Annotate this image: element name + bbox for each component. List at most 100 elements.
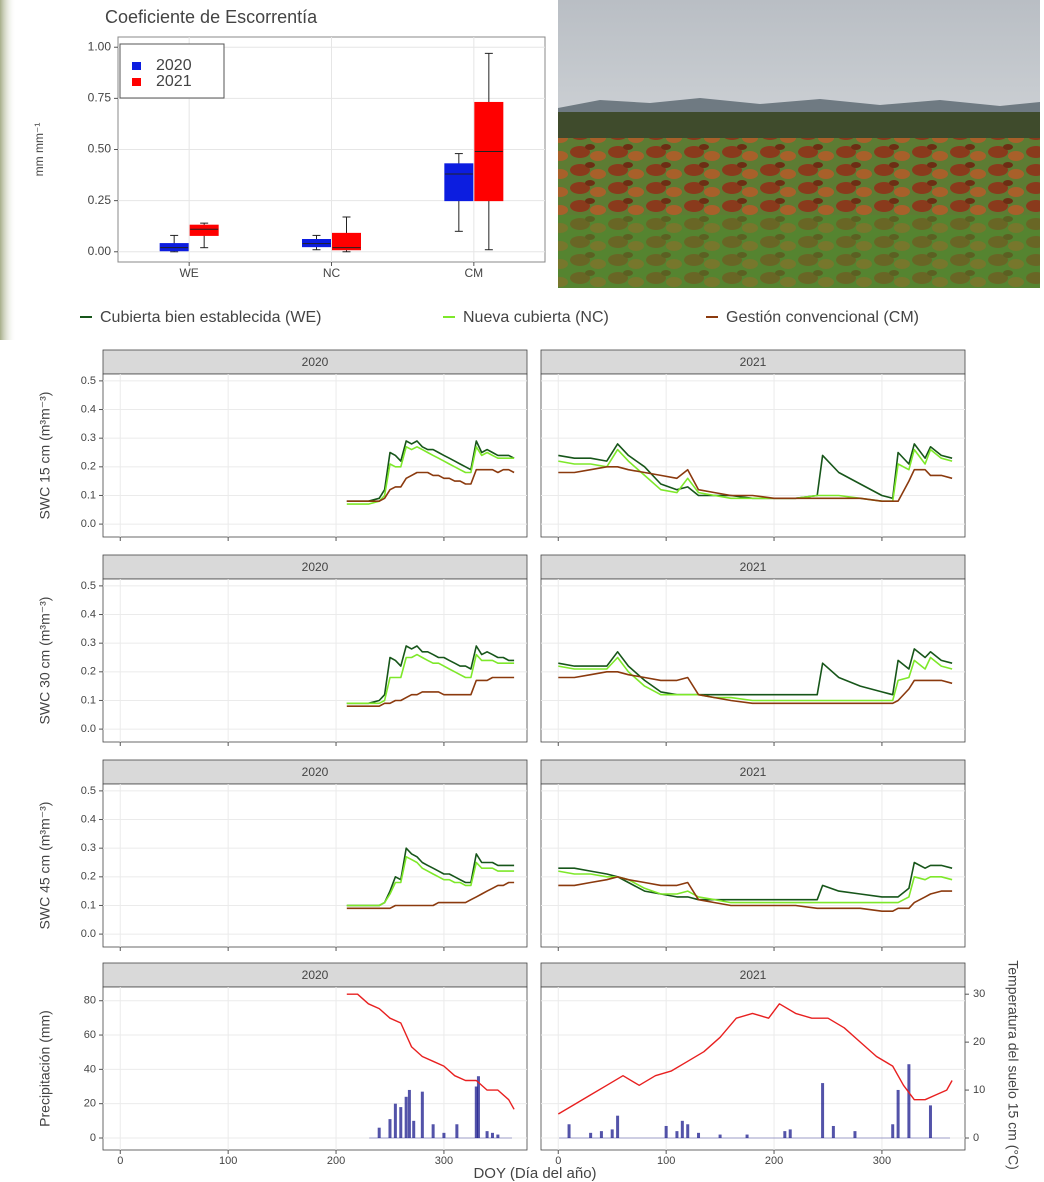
facet-strip	[102, 962, 528, 988]
precip-bar	[431, 1124, 435, 1138]
data-line	[558, 466, 953, 502]
legend-key	[132, 62, 141, 70]
precip-bar	[496, 1134, 500, 1138]
facet-strip	[540, 962, 966, 988]
x-tick-label: NC	[323, 266, 341, 280]
x-tick-label: CM	[464, 266, 483, 280]
facet-strip	[102, 554, 528, 580]
precip-bar	[686, 1124, 690, 1138]
y-tick-label: 60	[84, 1029, 96, 1041]
x-axis-label: DOY (Día del año)	[473, 1165, 596, 1182]
data-line	[346, 446, 515, 505]
precip-bar	[680, 1120, 684, 1138]
plot-panel	[102, 373, 528, 538]
temperature-line	[557, 1003, 953, 1115]
y2-axis-label: Temperatura del suelo 15 cm (°C)	[1005, 960, 1021, 1169]
facet-strip	[102, 759, 528, 785]
precip-bar	[388, 1119, 392, 1138]
legend-label: Gestión convencional (CM)	[726, 309, 919, 326]
y-tick-label: 0.75	[88, 91, 112, 105]
x-tick-label: 200	[327, 1155, 345, 1167]
precip-bar	[399, 1107, 403, 1138]
precip-bar	[907, 1064, 911, 1138]
precip-bar	[476, 1076, 480, 1138]
data-line	[346, 653, 515, 705]
y-axis-label: SWC 30 cm (m³m⁻³)	[37, 597, 53, 725]
y-tick-label: 0.0	[81, 723, 96, 735]
y-tick-label: 0.5	[81, 580, 96, 592]
x-tick-label: 100	[657, 1155, 675, 1167]
y-tick-label: 0.50	[88, 142, 112, 156]
y2-tick-label: 10	[973, 1084, 985, 1096]
data-line	[346, 676, 515, 707]
box	[159, 243, 189, 252]
legend-box	[119, 43, 225, 99]
data-line	[346, 645, 515, 705]
y-tick-label: 0.00	[88, 244, 112, 258]
y-tick-label: 40	[84, 1063, 96, 1075]
temperature-line	[346, 993, 515, 1110]
data-line	[346, 440, 515, 502]
photo	[558, 0, 1040, 288]
data-line	[558, 861, 953, 901]
x-tick-label: 0	[117, 1155, 123, 1167]
precip-bar	[407, 1089, 411, 1138]
plot-panel	[540, 578, 966, 743]
y-tick-label: 0.2	[81, 666, 96, 678]
precip-bar	[412, 1120, 416, 1138]
precip-bar	[377, 1127, 381, 1138]
plot-panel	[102, 578, 528, 743]
precip-bar	[745, 1134, 749, 1138]
data-line	[558, 876, 953, 912]
y-tick-label: 0.3	[81, 637, 96, 649]
y-tick-label: 0.1	[81, 694, 96, 706]
y-tick-label: 0.4	[81, 403, 96, 415]
precip-bar	[567, 1124, 571, 1138]
y-tick-label: 0.0	[81, 928, 96, 940]
x-tick-label: 200	[765, 1155, 783, 1167]
y-tick-label: 0.5	[81, 375, 96, 387]
y-tick-label: 20	[84, 1098, 96, 1110]
legend-label: Nueva cubierta (NC)	[463, 309, 609, 326]
box	[302, 239, 331, 248]
plot-panel	[102, 783, 528, 948]
box	[332, 232, 361, 251]
precip-bar	[664, 1125, 668, 1138]
facet-strip	[540, 759, 966, 785]
facet-label: 2020	[302, 560, 329, 574]
precip-bar	[788, 1129, 792, 1138]
precip-bar	[474, 1086, 478, 1138]
y-tick-label: 0.1	[81, 489, 96, 501]
facet-label: 2020	[302, 968, 329, 982]
precip-bar	[455, 1124, 459, 1138]
facet-label: 2021	[740, 765, 767, 779]
y-tick-label: 0.3	[81, 432, 96, 444]
y2-tick-label: 30	[973, 988, 985, 1000]
facet-label: 2020	[302, 355, 329, 369]
x-tick-label: 0	[555, 1155, 561, 1167]
x-tick-label: 100	[219, 1155, 237, 1167]
y-tick-label: 0.5	[81, 785, 96, 797]
plot-panel	[540, 986, 966, 1151]
legend-label: 2020	[156, 57, 192, 74]
legend-label: Cubierta bien establecida (WE)	[100, 309, 321, 326]
precip-bar	[420, 1091, 424, 1138]
y-tick-label: 0.1	[81, 899, 96, 911]
precip-bar	[485, 1131, 489, 1138]
data-line	[346, 468, 515, 502]
precip-bar	[896, 1089, 900, 1138]
y-tick-label: 0.2	[81, 871, 96, 883]
y2-tick-label: 0	[973, 1132, 979, 1144]
data-line	[558, 648, 953, 696]
x-tick-label: 300	[435, 1155, 453, 1167]
y-axis-label: SWC 45 cm (m³m⁻³)	[37, 802, 53, 930]
precip-bar	[853, 1131, 857, 1138]
facet-strip	[540, 554, 966, 580]
y2-tick-label: 20	[973, 1036, 985, 1048]
y-tick-label: 1.00	[88, 39, 112, 53]
chart-title: Coeficiente de Escorrentía	[105, 7, 318, 27]
facet-strip	[540, 349, 966, 375]
facet-label: 2021	[740, 968, 767, 982]
box	[444, 163, 474, 202]
x-tick-label: WE	[179, 266, 198, 280]
